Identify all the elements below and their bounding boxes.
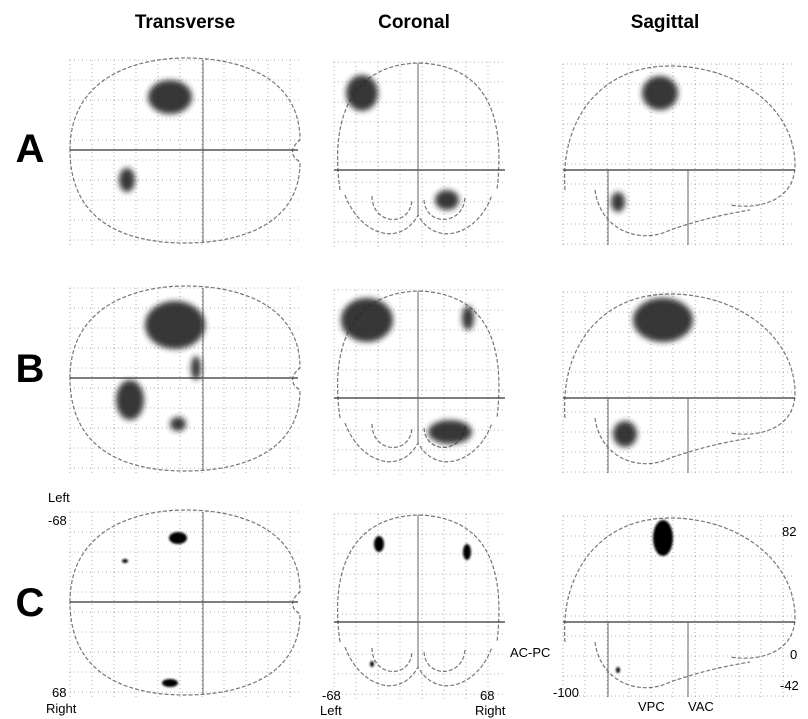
row-label: B	[16, 347, 45, 391]
column-header: Coronal	[378, 12, 450, 33]
annotation: VPC	[638, 699, 665, 714]
annotation: -68	[48, 513, 67, 528]
activation	[613, 421, 637, 447]
activation	[611, 192, 625, 212]
activation	[633, 298, 693, 342]
activation	[374, 536, 384, 552]
row-label: C	[16, 581, 45, 625]
brain-outline	[595, 642, 750, 688]
annotation: Left	[320, 703, 342, 718]
activation	[435, 190, 459, 210]
activation	[145, 301, 205, 349]
annotation: VAC	[688, 699, 714, 714]
row-label: A	[16, 127, 45, 171]
column-header: Sagittal	[631, 12, 700, 33]
annotation: 0	[790, 647, 797, 662]
activation	[116, 380, 144, 420]
activation	[162, 679, 178, 687]
brain-outline	[565, 518, 795, 658]
activation	[463, 544, 471, 560]
activation	[642, 76, 678, 110]
annotation: -42	[780, 678, 799, 693]
annotation: Left	[48, 490, 70, 505]
activation	[370, 661, 374, 667]
activation	[170, 417, 186, 431]
activation	[341, 298, 393, 342]
annotation: 82	[782, 524, 796, 539]
annotation: Right	[475, 703, 506, 718]
panels	[70, 58, 795, 700]
activation	[148, 80, 192, 114]
column-header: Transverse	[135, 12, 235, 33]
figure: Transverse Coronal Sagittal A B C Left -…	[0, 0, 808, 719]
activation	[428, 420, 472, 444]
activation	[169, 532, 187, 544]
annotation: 68	[52, 685, 66, 700]
annotation: 68	[480, 688, 494, 703]
annotation: Right	[46, 701, 77, 716]
activation	[346, 75, 378, 111]
annotation: -100	[553, 685, 579, 700]
activation	[122, 559, 128, 563]
brain-outline	[565, 66, 795, 206]
annotation: AC-PC	[510, 645, 550, 660]
activation	[462, 306, 474, 330]
activation	[616, 667, 620, 673]
activation	[653, 520, 673, 556]
annotation: -68	[322, 688, 341, 703]
activation	[191, 356, 201, 380]
activation	[119, 168, 135, 192]
